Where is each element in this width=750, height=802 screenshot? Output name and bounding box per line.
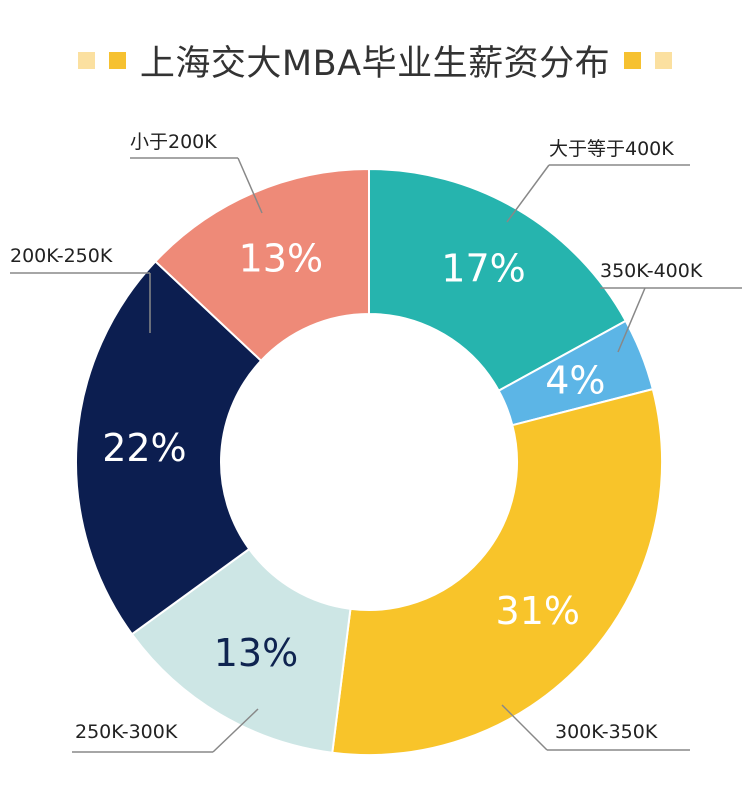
slice-4-percent-label: 13% — [214, 631, 298, 675]
slice-4-category-label: 250K-300K — [75, 721, 178, 743]
leader-lines — [10, 157, 742, 753]
slice-3 — [331, 387, 663, 756]
donut-slices — [75, 167, 663, 756]
slice-6 — [153, 167, 370, 363]
percentage-labels: 17% 4% 31% 13% 22% 13% — [102, 236, 605, 675]
slice-5 — [75, 260, 263, 636]
slice-4 — [130, 547, 352, 754]
title-decoration-right-dark — [624, 51, 642, 69]
slice-3-leader-line — [501, 704, 548, 751]
slice-2-percent-label: 4% — [545, 358, 605, 402]
slice-1-leader-line — [506, 164, 550, 223]
slice-3-category-label: 300K-350K — [555, 721, 658, 743]
slice-1 — [368, 167, 628, 393]
title-decoration-left-light — [77, 51, 95, 69]
category-labels: 大于等于400K 350K-400K 300K-350K 250K-300K 200K-… — [10, 131, 703, 743]
title-decoration-left-dark — [108, 51, 126, 69]
slice-3-percent-label: 31% — [496, 589, 580, 633]
chart-title: 上海交大MBA毕业生薪资分布 — [139, 43, 611, 84]
slice-6-percent-label: 13% — [239, 236, 323, 280]
title-decoration-right-light — [655, 51, 673, 69]
slice-4-leader-line — [212, 708, 259, 753]
slice-5-percent-label: 22% — [102, 426, 186, 470]
slice-6-category-label: 小于200K — [130, 131, 217, 153]
slice-5-category-label: 200K-250K — [10, 245, 113, 267]
slice-6-leader-line — [237, 157, 263, 214]
title-bar: 上海交大MBA毕业生薪资分布 — [0, 30, 750, 90]
slice-1-category-label: 大于等于400K — [549, 138, 674, 160]
slice-2-leader-line — [617, 287, 646, 353]
slice-1-percent-label: 17% — [441, 246, 525, 290]
slice-2-category-label: 350K-400K — [600, 260, 703, 282]
